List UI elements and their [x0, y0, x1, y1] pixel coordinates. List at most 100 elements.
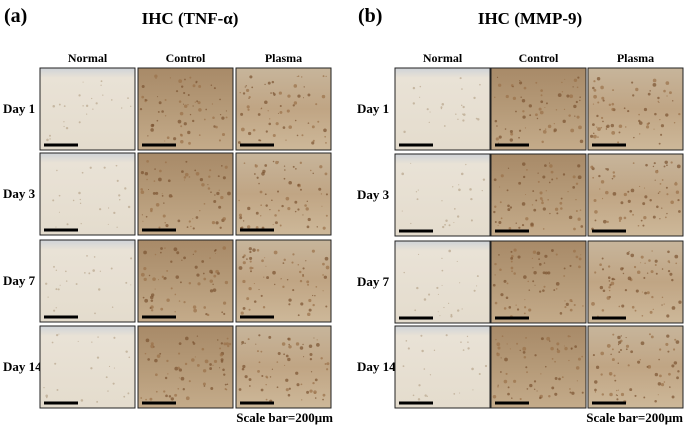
stain-dot — [575, 255, 579, 259]
stain-dot — [272, 270, 276, 275]
stain-dot — [249, 266, 253, 270]
stain-dot — [299, 188, 302, 191]
stain-dot — [288, 125, 292, 129]
stain-dot — [534, 284, 536, 286]
stain-dot — [255, 211, 259, 215]
micrograph-image — [39, 325, 136, 409]
micrograph — [587, 240, 684, 324]
stain-dot — [615, 394, 618, 396]
stain-dot — [648, 333, 651, 336]
stain-dot — [181, 85, 184, 88]
stain-dot — [210, 191, 212, 194]
stain-dot — [193, 308, 197, 313]
stain-dot — [189, 76, 192, 79]
stain-dot — [574, 115, 576, 117]
stain-dot — [453, 208, 456, 210]
stain-dot — [151, 123, 155, 127]
stain-dot — [154, 288, 156, 290]
stain-dot — [526, 388, 529, 390]
stain-dot — [570, 128, 575, 133]
stain-dot — [518, 181, 522, 185]
stain-dot — [522, 175, 526, 179]
stain-dot — [282, 285, 285, 289]
stain-dot — [97, 336, 99, 338]
stain-dot — [600, 126, 603, 129]
stain-dot — [602, 120, 604, 123]
stain-dot — [569, 388, 571, 390]
stain-dot — [605, 190, 609, 195]
stain-dot — [509, 129, 513, 134]
stain-dot — [661, 304, 663, 306]
stain-dot — [140, 397, 143, 399]
stain-dot — [183, 91, 186, 95]
stain-dot — [599, 285, 604, 290]
stain-dot — [81, 171, 84, 174]
stain-dot — [149, 295, 154, 300]
stain-dot — [643, 107, 648, 112]
stain-dot — [513, 379, 517, 383]
stain-dot — [296, 383, 300, 387]
stain-dot — [419, 96, 421, 98]
stain-dot — [221, 132, 226, 137]
stain-dot — [163, 202, 165, 204]
stain-dot — [498, 220, 502, 224]
stain-dot — [642, 202, 646, 206]
stain-dot — [91, 97, 93, 100]
stain-dot — [46, 396, 48, 399]
stain-dot — [611, 130, 616, 135]
stain-dot — [577, 217, 581, 221]
stain-dot — [612, 171, 616, 174]
stain-dot — [654, 399, 657, 403]
stain-dot — [629, 388, 633, 392]
stain-dot — [194, 169, 197, 172]
stain-dot — [177, 366, 180, 370]
stain-dot — [511, 397, 513, 399]
stain-dot — [192, 227, 195, 230]
stain-dot — [564, 78, 566, 80]
stain-dot — [86, 113, 88, 115]
stain-dot — [472, 389, 474, 391]
stain-dot — [649, 310, 653, 314]
stain-dot — [307, 93, 311, 97]
stain-dot — [238, 266, 243, 270]
stain-dot — [260, 204, 262, 207]
stain-dot — [246, 297, 250, 301]
stain-dot — [594, 210, 598, 214]
stain-dot — [540, 100, 544, 104]
stain-dot — [414, 309, 417, 312]
stain-dot — [224, 383, 227, 386]
stain-dot — [195, 82, 197, 84]
stain-dot — [536, 251, 541, 256]
stain-dot — [288, 180, 292, 185]
stain-dot — [675, 340, 680, 344]
stain-dot — [644, 291, 647, 295]
stain-dot — [260, 108, 262, 110]
stain-dot — [512, 96, 517, 100]
stain-dot — [210, 387, 214, 390]
stain-dot — [617, 335, 621, 340]
stain-dot — [512, 85, 514, 88]
stain-dot — [661, 296, 664, 299]
stain-dot — [648, 259, 651, 262]
stain-dot — [548, 181, 551, 184]
stain-dot — [65, 270, 67, 273]
stain-dot — [116, 226, 118, 228]
stain-dot — [669, 91, 672, 95]
stain-dot — [298, 270, 302, 274]
stain-dot — [214, 194, 216, 196]
stain-dot — [283, 258, 286, 262]
stain-dot — [544, 365, 547, 368]
stain-dot — [92, 108, 94, 110]
stain-dot — [548, 162, 551, 164]
stain-dot — [537, 180, 540, 183]
stain-dot — [507, 204, 510, 208]
stain-dot — [505, 296, 509, 300]
stain-dot — [264, 83, 266, 86]
stain-dot — [127, 97, 129, 99]
stain-dot — [659, 182, 662, 185]
stain-dot — [499, 186, 501, 188]
stain-dot — [209, 257, 211, 259]
stain-dot — [649, 199, 652, 202]
scale-bar-note: Scale bar=200μm — [236, 410, 333, 425]
stain-dot — [144, 171, 149, 176]
